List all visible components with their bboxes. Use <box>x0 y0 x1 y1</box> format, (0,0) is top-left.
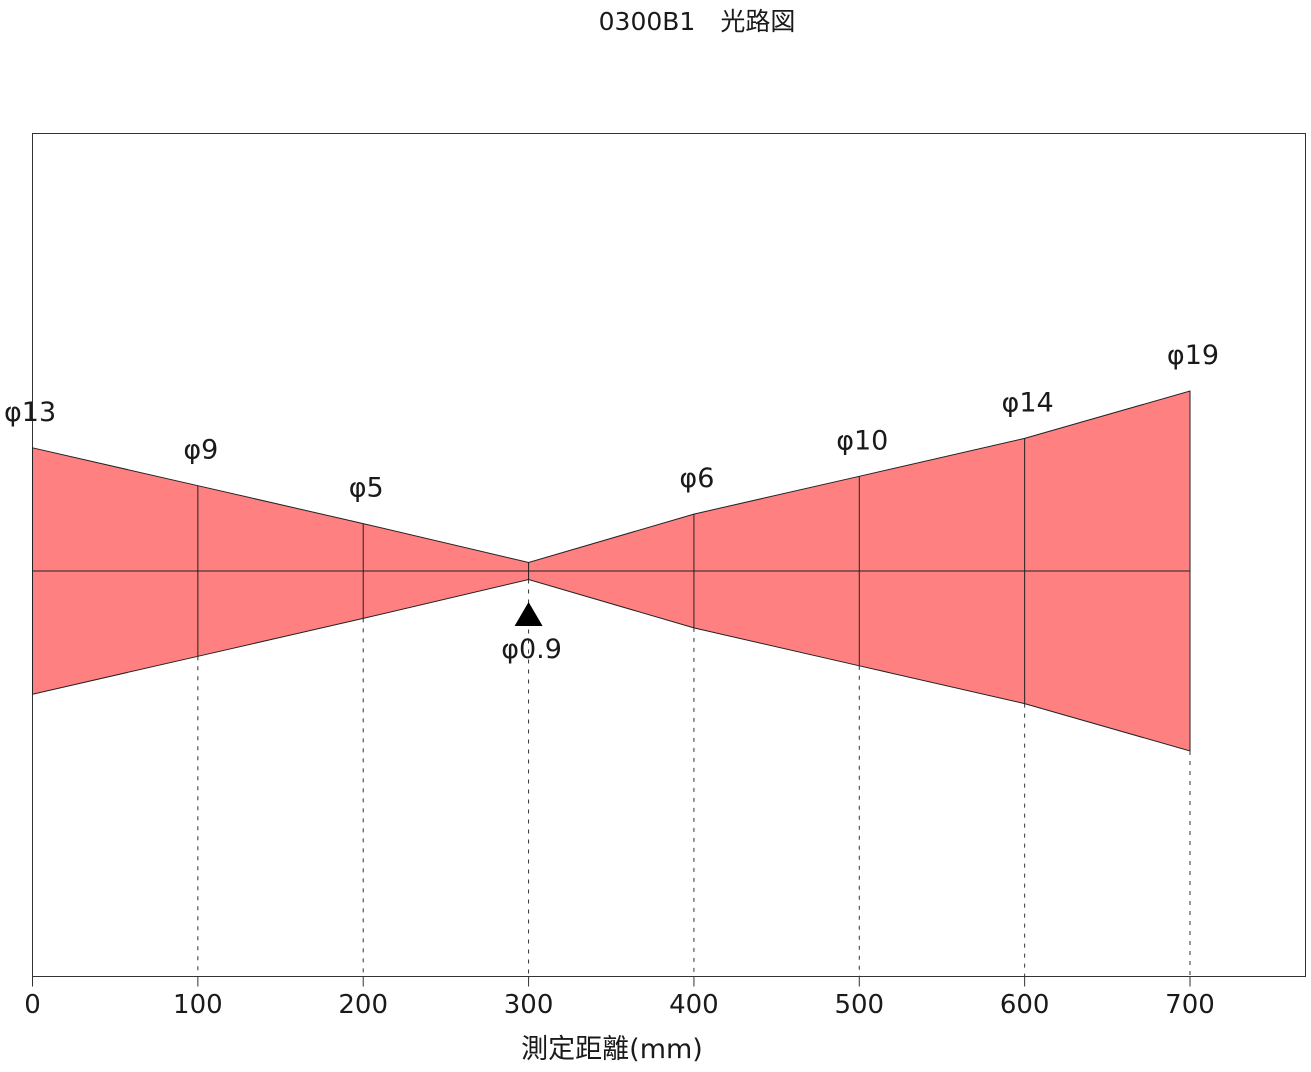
diameter-label-0: φ13 <box>4 397 56 428</box>
diameter-label-600: φ14 <box>1002 387 1054 418</box>
x-tick-label-600: 600 <box>1000 990 1050 1020</box>
label-layer: 0 100 200 300 400 500 600 700 φ13 φ9 φ5 φ0.9 φ6 φ10 φ1… <box>4 340 1219 1020</box>
x-tick-label-700: 700 <box>1165 990 1215 1020</box>
beam-layer <box>32 390 1191 752</box>
diameter-label-400: φ6 <box>679 463 714 494</box>
diameter-label-700: φ19 <box>1167 340 1219 371</box>
diameter-label-200: φ5 <box>349 473 384 504</box>
chart-title: 0300B1 光路図 <box>598 7 796 36</box>
focus-marker-triangle <box>514 602 543 626</box>
diameter-label-500: φ10 <box>836 425 888 456</box>
x-tick-label-200: 200 <box>338 990 388 1020</box>
diameter-label-300: φ0.9 <box>501 634 562 665</box>
x-tick-label-500: 500 <box>834 990 884 1020</box>
x-tick-label-0: 0 <box>24 990 41 1020</box>
x-tick-label-300: 300 <box>504 990 554 1020</box>
x-tick-label-100: 100 <box>173 990 223 1020</box>
x-tick-label-400: 400 <box>669 990 719 1020</box>
x-axis-title: 測定距離(mm) <box>521 1034 703 1065</box>
diameter-label-100: φ9 <box>183 435 218 466</box>
mark-layer <box>32 579 1191 987</box>
